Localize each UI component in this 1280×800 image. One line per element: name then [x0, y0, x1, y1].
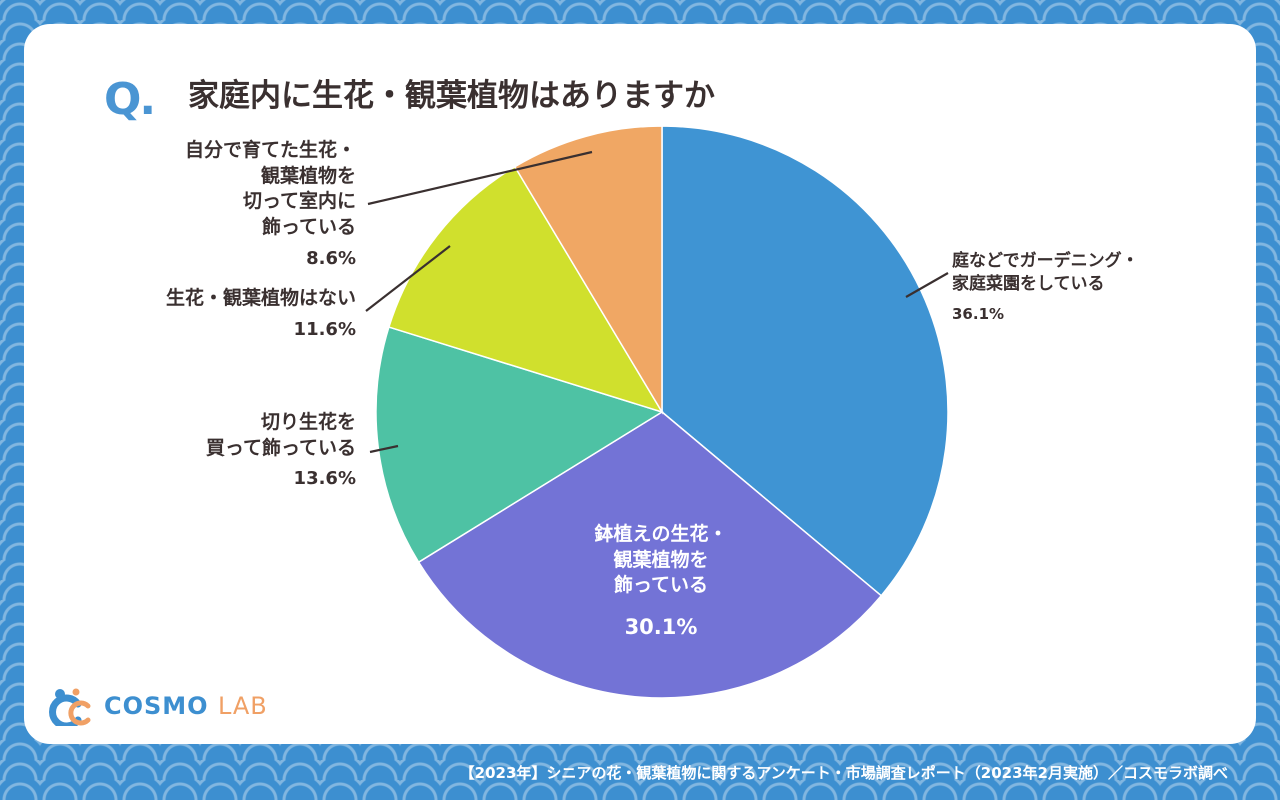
label-cut-line1: 切り生花を — [260, 411, 356, 433]
question-mark: Q. — [104, 74, 156, 125]
label-potted: 鉢植えの生花・ 観葉植物を 飾っている 30.1% — [556, 522, 766, 641]
label-homegrown-line3: 切って室内に — [242, 190, 356, 213]
label-homegrown-line2: 観葉植物を — [260, 164, 356, 187]
label-homegrown-pct: 8.6% — [306, 247, 356, 269]
label-potted-line1: 鉢植えの生花・ — [594, 523, 728, 545]
label-garden-line2: 家庭菜園をしている — [952, 273, 1105, 294]
label-cut-pct: 13.6% — [293, 468, 356, 490]
label-potted-line2: 観葉植物を — [613, 548, 709, 571]
label-garden-line1: 庭などでガーデニング・ — [952, 251, 1139, 271]
label-potted-pct: 30.1% — [624, 614, 698, 639]
source-footer: 【2023年】シニアの花・観葉植物に関するアンケート・市場調査レポート（2023… — [459, 764, 1228, 782]
slice-none — [387, 165, 664, 414]
slice-potted — [417, 411, 883, 699]
slice-homegrown — [513, 125, 663, 415]
cosmo-lab-logo-icon — [49, 688, 91, 726]
label-homegrown-line4: 飾っている — [261, 215, 356, 238]
label-none-line1: 生花・観葉植物はない — [165, 287, 356, 309]
leader-line-none — [365, 245, 451, 312]
label-garden: 庭などでガーデニング・ 家庭菜園をしている 36.1% — [952, 250, 1139, 324]
logo-text: COSMO LAB — [104, 692, 268, 720]
label-garden-pct: 36.1% — [952, 304, 1005, 323]
page-title: 家庭内に生花・観葉植物はありますか — [188, 78, 715, 114]
logo-sub: LAB — [217, 692, 268, 720]
label-homegrown-line1: 自分で育てた生花・ — [184, 139, 356, 161]
label-none-pct: 11.6% — [293, 318, 356, 340]
leader-line-cut — [369, 444, 399, 454]
label-cut: 切り生花を 買って飾っている 13.6% — [130, 410, 356, 492]
label-homegrown: 自分で育てた生花・ 観葉植物を 切って室内に 飾っている 8.6% — [120, 138, 356, 271]
leader-line-garden — [905, 272, 949, 298]
leader-line-homegrown — [367, 150, 593, 206]
label-potted-line3: 飾っている — [613, 574, 709, 597]
slice-garden — [661, 125, 949, 597]
label-none: 生花・観葉植物はない 11.6% — [100, 286, 356, 342]
logo-main: COSMO — [104, 692, 209, 720]
label-cut-line2: 買って飾っている — [205, 436, 356, 459]
slice-cut — [375, 326, 664, 564]
cosmo-lab-logo: COSMO LAB — [48, 686, 268, 726]
